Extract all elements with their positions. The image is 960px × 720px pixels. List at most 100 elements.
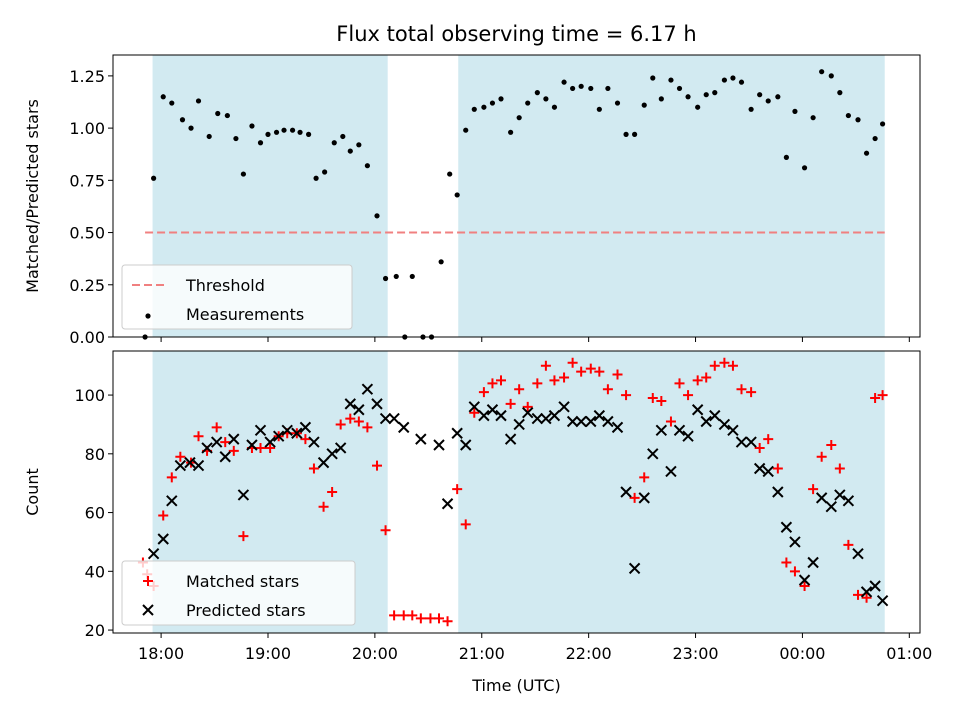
data-point xyxy=(478,387,489,398)
data-point xyxy=(522,401,533,412)
y-tick-label: 0.00 xyxy=(69,328,105,347)
data-point xyxy=(828,73,834,79)
data-point xyxy=(807,556,819,569)
data-point xyxy=(816,451,827,462)
data-point xyxy=(746,387,757,398)
data-point xyxy=(331,140,337,146)
data-point xyxy=(683,390,694,401)
data-point xyxy=(407,610,418,621)
x-tick-label: 22:00 xyxy=(566,644,612,663)
data-point xyxy=(548,409,561,422)
data-point xyxy=(192,459,205,472)
data-point xyxy=(353,416,364,427)
data-point xyxy=(169,100,175,106)
data-point xyxy=(409,273,415,280)
data-point xyxy=(158,510,169,521)
legend-matched-swatch xyxy=(143,576,153,586)
data-point xyxy=(772,486,784,498)
data-point xyxy=(326,448,338,460)
data-point xyxy=(356,142,362,148)
data-point xyxy=(819,69,825,75)
series-predicted-stars xyxy=(147,383,889,607)
data-point xyxy=(614,100,621,106)
x-tick-label: 19:00 xyxy=(245,644,291,663)
data-point xyxy=(498,96,504,102)
data-point xyxy=(505,398,516,409)
data-point xyxy=(772,463,783,474)
data-point xyxy=(665,416,676,427)
data-point xyxy=(299,421,312,434)
data-point xyxy=(345,413,356,424)
data-point xyxy=(719,357,730,368)
data-point xyxy=(763,434,774,445)
y-tick-label: 40 xyxy=(85,562,105,581)
data-point xyxy=(869,580,881,592)
data-point xyxy=(872,135,878,142)
data-point xyxy=(525,100,531,106)
x-tick-label: 21:00 xyxy=(459,644,505,663)
data-point xyxy=(602,384,613,395)
data-point xyxy=(228,445,239,456)
data-point xyxy=(647,393,658,403)
data-point xyxy=(193,431,204,442)
y-tick-label: 0.50 xyxy=(69,224,105,243)
data-point xyxy=(638,492,650,504)
data-point xyxy=(801,165,808,171)
data-point xyxy=(438,259,444,265)
y-tick-label: 0.75 xyxy=(69,171,105,190)
observing-span xyxy=(458,351,885,633)
data-point xyxy=(451,427,463,439)
data-point xyxy=(736,384,747,395)
data-point xyxy=(175,451,186,462)
data-point xyxy=(727,424,739,437)
data-point xyxy=(775,94,781,100)
data-point xyxy=(876,594,889,607)
data-point xyxy=(762,465,774,478)
data-point xyxy=(442,616,453,627)
data-point xyxy=(852,547,864,560)
data-point xyxy=(602,415,614,428)
data-point xyxy=(281,424,293,437)
y-tick-label: 80 xyxy=(85,445,105,464)
data-point xyxy=(641,102,647,108)
data-point xyxy=(837,90,843,96)
data-point xyxy=(272,430,285,442)
data-point xyxy=(297,129,303,135)
data-point xyxy=(481,104,487,110)
data-point xyxy=(362,422,373,433)
data-point xyxy=(219,451,231,463)
data-point xyxy=(789,566,800,577)
data-point xyxy=(596,106,602,112)
data-point xyxy=(228,433,240,445)
data-point xyxy=(398,421,410,434)
data-point xyxy=(463,127,469,133)
data-point xyxy=(215,110,221,117)
data-point xyxy=(650,75,656,81)
data-point xyxy=(727,360,738,371)
data-point xyxy=(745,436,757,448)
y-tick-label: 60 xyxy=(85,504,105,523)
data-point xyxy=(861,592,872,603)
data-point xyxy=(792,108,798,114)
data-point xyxy=(808,484,819,495)
data-point xyxy=(810,115,816,121)
data-point xyxy=(471,106,477,112)
data-point xyxy=(668,77,674,83)
data-point xyxy=(676,85,683,92)
data-point xyxy=(783,154,789,160)
data-point xyxy=(246,439,258,451)
data-point xyxy=(738,79,745,85)
data-point xyxy=(486,404,499,416)
y-tick-label: 0.25 xyxy=(69,276,105,295)
data-point xyxy=(585,415,597,428)
data-point xyxy=(425,613,436,624)
data-point xyxy=(647,448,659,460)
data-point xyxy=(695,104,701,110)
data-point xyxy=(534,90,540,96)
data-point xyxy=(753,462,766,475)
legend-label: Measurements xyxy=(186,305,304,324)
data-point xyxy=(570,85,576,92)
data-point xyxy=(313,175,319,181)
data-point xyxy=(575,415,587,428)
